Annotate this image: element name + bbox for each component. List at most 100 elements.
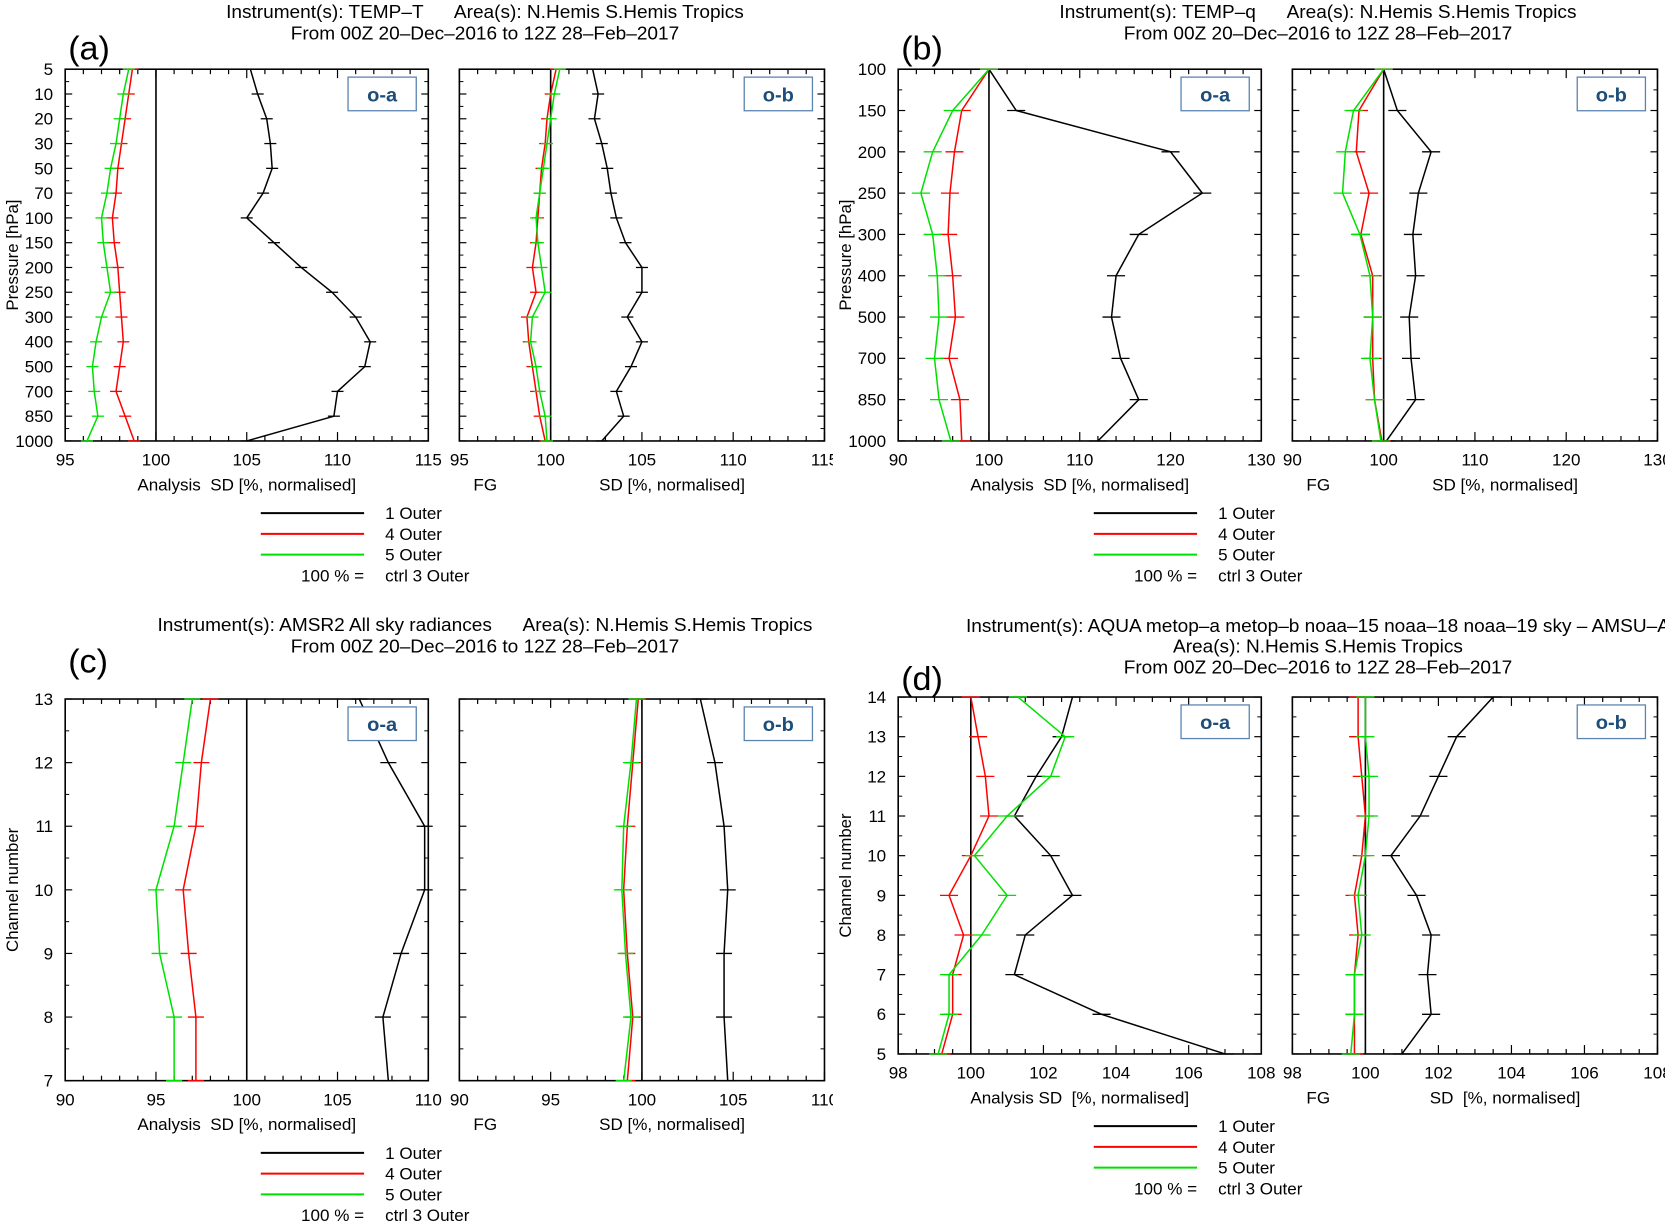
svg-text:100 % =: 100 % = bbox=[301, 566, 364, 585]
svg-text:5: 5 bbox=[876, 1045, 885, 1064]
svg-text:FG: FG bbox=[473, 476, 497, 495]
svg-text:7: 7 bbox=[44, 1072, 53, 1091]
svg-text:106: 106 bbox=[1174, 1064, 1202, 1083]
svg-text:20: 20 bbox=[34, 110, 53, 129]
svg-text:5 Outer: 5 Outer bbox=[1218, 546, 1275, 565]
svg-text:Instrument(s): TEMP–q Are: Instrument(s): TEMP–q Area(s): N.Hemis S… bbox=[1059, 2, 1576, 23]
svg-text:102: 102 bbox=[1424, 1064, 1452, 1083]
svg-text:250: 250 bbox=[857, 184, 885, 203]
svg-text:100: 100 bbox=[956, 1064, 984, 1083]
svg-text:From 00Z 20–Dec–2016 to 12Z 28: From 00Z 20–Dec–2016 to 12Z 28–Feb–2017 bbox=[291, 637, 679, 658]
svg-text:8: 8 bbox=[876, 926, 885, 945]
svg-text:100: 100 bbox=[1369, 451, 1397, 470]
svg-text:100: 100 bbox=[536, 451, 564, 470]
svg-text:Pressure [hPa]: Pressure [hPa] bbox=[3, 200, 22, 311]
svg-text:7: 7 bbox=[876, 966, 885, 985]
svg-text:o-b: o-b bbox=[1595, 84, 1626, 106]
svg-text:5 Outer: 5 Outer bbox=[385, 1185, 442, 1204]
svg-text:6: 6 bbox=[876, 1005, 885, 1024]
svg-text:100: 100 bbox=[1351, 1064, 1379, 1083]
svg-text:100: 100 bbox=[142, 451, 170, 470]
svg-text:13: 13 bbox=[867, 728, 886, 747]
svg-text:SD [%, normalised]: SD [%, normalised] bbox=[599, 476, 745, 495]
svg-text:98: 98 bbox=[1282, 1064, 1301, 1083]
svg-text:ctrl 3 Outer: ctrl 3 Outer bbox=[385, 1206, 470, 1225]
svg-text:115: 115 bbox=[415, 451, 442, 470]
svg-text:(d): (d) bbox=[901, 660, 943, 698]
svg-text:9: 9 bbox=[876, 886, 885, 905]
svg-text:4 Outer: 4 Outer bbox=[385, 525, 442, 544]
svg-text:400: 400 bbox=[25, 333, 53, 352]
svg-text:1 Outer: 1 Outer bbox=[385, 504, 442, 523]
svg-text:o-b: o-b bbox=[763, 84, 794, 106]
svg-text:105: 105 bbox=[628, 451, 656, 470]
svg-text:90: 90 bbox=[888, 451, 907, 470]
svg-text:104: 104 bbox=[1101, 1064, 1129, 1083]
svg-text:106: 106 bbox=[1570, 1064, 1598, 1083]
svg-text:100: 100 bbox=[25, 209, 53, 228]
svg-text:o-a: o-a bbox=[367, 714, 398, 736]
svg-text:13: 13 bbox=[34, 690, 53, 709]
svg-text:5: 5 bbox=[44, 60, 53, 79]
svg-text:200: 200 bbox=[25, 258, 53, 277]
svg-text:Analysis SD [%, normalised]: Analysis SD [%, normalised] bbox=[137, 1115, 356, 1134]
svg-text:10: 10 bbox=[34, 85, 53, 104]
svg-text:108: 108 bbox=[1643, 1064, 1665, 1083]
svg-text:70: 70 bbox=[34, 184, 53, 203]
svg-text:From 00Z 20–Dec–2016 to 12Z 28: From 00Z 20–Dec–2016 to 12Z 28–Feb–2017 bbox=[1123, 24, 1511, 45]
svg-text:95: 95 bbox=[146, 1090, 165, 1109]
svg-text:130: 130 bbox=[1247, 451, 1275, 470]
svg-text:500: 500 bbox=[857, 308, 885, 327]
svg-text:150: 150 bbox=[857, 102, 885, 121]
svg-text:9: 9 bbox=[44, 944, 53, 963]
svg-text:(a): (a) bbox=[68, 30, 110, 68]
svg-text:150: 150 bbox=[25, 234, 53, 253]
svg-text:110: 110 bbox=[811, 1090, 833, 1109]
svg-text:90: 90 bbox=[56, 1090, 75, 1109]
svg-text:300: 300 bbox=[25, 308, 53, 327]
svg-text:From 00Z 20–Dec–2016 to 12Z 28: From 00Z 20–Dec–2016 to 12Z 28–Feb–2017 bbox=[291, 24, 679, 45]
svg-text:SD [%, normalised]: SD [%, normalised] bbox=[1432, 476, 1578, 495]
svg-text:115: 115 bbox=[811, 451, 833, 470]
svg-text:500: 500 bbox=[25, 358, 53, 377]
svg-text:102: 102 bbox=[1029, 1064, 1057, 1083]
svg-text:Instrument(s): TEMP–T Are: Instrument(s): TEMP–T Area(s): N.Hemis S… bbox=[226, 2, 744, 23]
svg-text:o-a: o-a bbox=[367, 84, 398, 106]
svg-text:FG: FG bbox=[1306, 476, 1330, 495]
svg-text:o-b: o-b bbox=[763, 714, 794, 736]
svg-text:5 Outer: 5 Outer bbox=[1218, 1159, 1275, 1178]
svg-text:Instrument(s): AQUA metop–a me: Instrument(s): AQUA metop–a metop–b noaa… bbox=[965, 616, 1665, 637]
svg-text:105: 105 bbox=[323, 1090, 351, 1109]
svg-text:ctrl 3 Outer: ctrl 3 Outer bbox=[1218, 566, 1303, 585]
svg-text:12: 12 bbox=[34, 754, 53, 773]
svg-text:110: 110 bbox=[415, 1090, 442, 1109]
svg-text:95: 95 bbox=[541, 1090, 560, 1109]
svg-text:100 % =: 100 % = bbox=[1134, 566, 1197, 585]
svg-text:4 Outer: 4 Outer bbox=[1218, 1138, 1275, 1157]
svg-text:o-a: o-a bbox=[1200, 712, 1231, 734]
svg-text:100: 100 bbox=[628, 1090, 656, 1109]
svg-text:1000: 1000 bbox=[15, 432, 53, 451]
svg-text:Area(s): N.Hemis S.Hemis Tropi: Area(s): N.Hemis S.Hemis Tropics bbox=[1173, 637, 1463, 658]
svg-text:From 00Z 20–Dec–2016 to 12Z 28: From 00Z 20–Dec–2016 to 12Z 28–Feb–2017 bbox=[1123, 657, 1511, 678]
svg-text:4 Outer: 4 Outer bbox=[1218, 525, 1275, 544]
svg-text:1000: 1000 bbox=[848, 432, 886, 451]
svg-text:(c): (c) bbox=[68, 643, 108, 681]
svg-text:ctrl 3 Outer: ctrl 3 Outer bbox=[1218, 1179, 1303, 1198]
svg-text:110: 110 bbox=[324, 451, 351, 470]
svg-text:300: 300 bbox=[857, 225, 885, 244]
svg-text:104: 104 bbox=[1497, 1064, 1525, 1083]
svg-text:SD [%, normalised]: SD [%, normalised] bbox=[599, 1115, 745, 1134]
svg-text:700: 700 bbox=[25, 382, 53, 401]
svg-text:100: 100 bbox=[233, 1090, 261, 1109]
svg-text:250: 250 bbox=[25, 283, 53, 302]
svg-text:FG: FG bbox=[1306, 1089, 1330, 1108]
svg-text:100: 100 bbox=[974, 451, 1002, 470]
svg-text:95: 95 bbox=[56, 451, 75, 470]
svg-text:110: 110 bbox=[1066, 451, 1093, 470]
svg-text:850: 850 bbox=[25, 407, 53, 426]
svg-text:10: 10 bbox=[867, 847, 886, 866]
svg-text:(b): (b) bbox=[901, 30, 943, 68]
svg-text:100 % =: 100 % = bbox=[1134, 1179, 1197, 1198]
svg-text:105: 105 bbox=[233, 451, 261, 470]
